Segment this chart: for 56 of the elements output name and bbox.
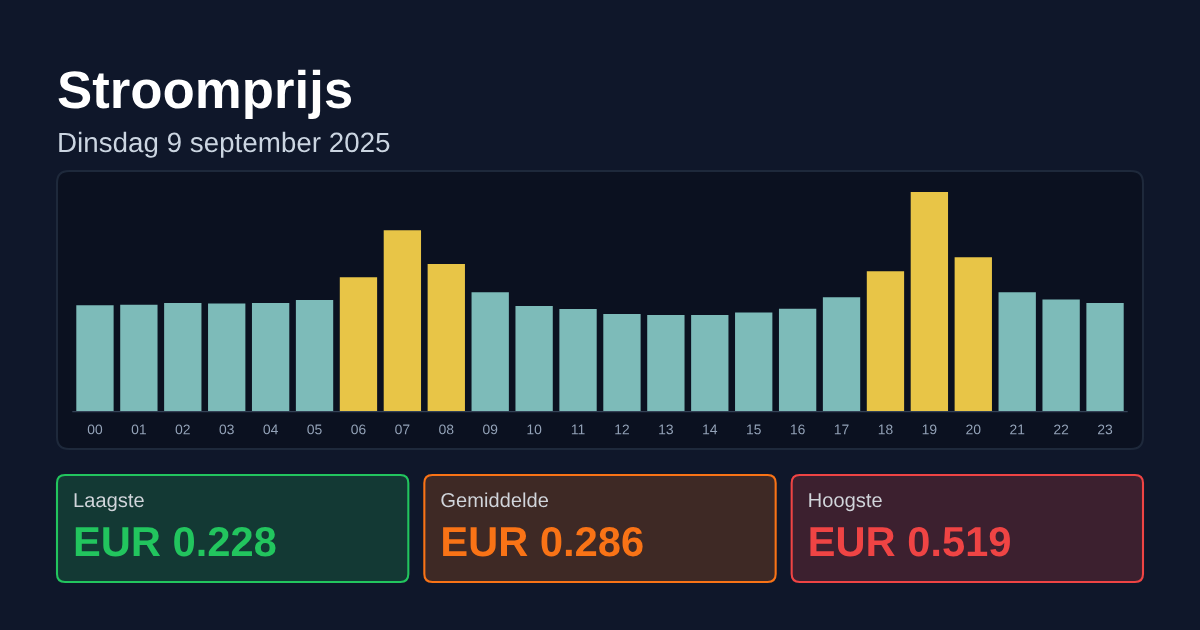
bar (866, 271, 905, 412)
bar (295, 300, 334, 412)
bar (120, 304, 158, 412)
x-tick-label: 01 (131, 424, 146, 435)
chart-title: Stroomprijs (58, 69, 352, 119)
bar (427, 264, 465, 412)
x-tick-label: 22 (1054, 424, 1069, 435)
x-tick-label: 10 (527, 424, 542, 435)
bar (822, 297, 861, 412)
bar (164, 302, 202, 412)
text: Hoogste (809, 493, 882, 512)
x-tick-label: 07 (395, 424, 410, 435)
text: EUR 0.519 (810, 526, 1010, 557)
text: Gemiddelde (441, 492, 549, 508)
x-tick-label: 08 (439, 424, 454, 435)
bar (647, 314, 685, 412)
x-tick-label: 21 (1010, 424, 1025, 435)
bar (515, 305, 553, 412)
text: Laagste (74, 493, 144, 512)
x-tick-label: 13 (659, 424, 673, 435)
x-tick-label: 04 (263, 424, 278, 435)
x-tick-label: 14 (703, 424, 718, 435)
x-tick-label: 16 (790, 424, 805, 435)
x-tick-label: 06 (351, 424, 366, 435)
x-tick-label: 00 (87, 424, 103, 435)
bar (251, 302, 290, 412)
x-tick-label: 05 (307, 424, 322, 435)
bar (603, 313, 641, 412)
bar (954, 257, 992, 412)
x-tick-label: 02 (175, 424, 190, 435)
bar (76, 305, 114, 412)
bar (471, 292, 509, 412)
x-tick-label: 20 (966, 424, 981, 435)
bar (1086, 302, 1124, 412)
bar (735, 312, 773, 412)
bar (339, 277, 378, 412)
x-tick-label: 18 (878, 424, 893, 435)
bar (208, 303, 246, 412)
bar (383, 230, 422, 412)
bar (691, 314, 729, 412)
x-tick-label: 12 (615, 424, 629, 435)
bar (998, 292, 1036, 412)
x-tick-label: 09 (483, 424, 498, 435)
bar (910, 192, 949, 412)
x-tick-label: 03 (219, 424, 234, 435)
bar (559, 309, 597, 412)
x-tick-label: 17 (834, 424, 849, 435)
x-tick-label: 15 (747, 424, 761, 435)
x-tick-label: 23 (1098, 424, 1113, 435)
chart-subtitle: Dinsdag 9 september 2025 (59, 131, 390, 158)
bar (778, 308, 817, 412)
x-tick-label: 19 (922, 424, 937, 435)
text: EUR 0.286 (443, 526, 643, 557)
x-tick-label: 11 (571, 424, 585, 435)
text: EUR 0.228 (75, 526, 276, 557)
bar (1042, 299, 1080, 412)
